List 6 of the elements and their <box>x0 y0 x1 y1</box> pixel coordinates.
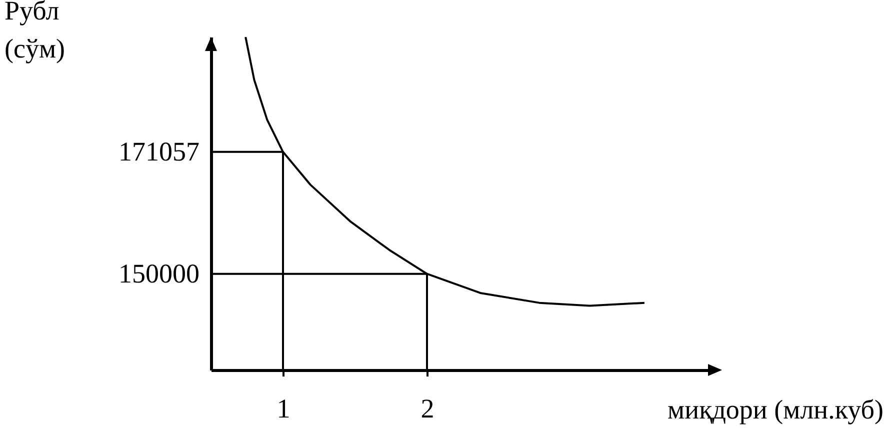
y-tick-label: 150000 <box>118 258 200 288</box>
x-axis-title: миқдори (млн.куб) <box>668 394 884 424</box>
x-tick-label: 2 <box>420 394 434 424</box>
x-tick-label: 1 <box>276 394 290 424</box>
y-tick-label: 171057 <box>118 136 200 166</box>
y-axis-title: Рубл (сўм) <box>4 0 66 64</box>
